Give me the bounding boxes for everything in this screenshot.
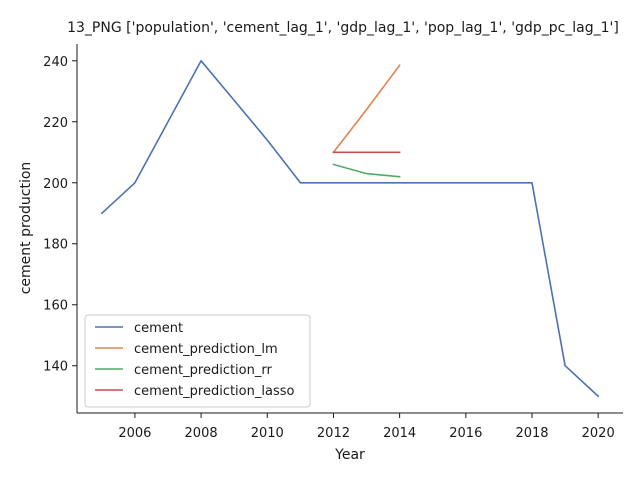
y-tick-label: 140 xyxy=(43,360,68,375)
legend-label-cement: cement xyxy=(134,321,183,336)
series-line-cement xyxy=(100,59,600,398)
y-tick-label: 200 xyxy=(43,177,68,192)
legend: cement cement_prediction_lm cement_predict… xyxy=(84,314,311,408)
legend-label-cement-prediction-lasso: cement_prediction_lasso xyxy=(134,384,294,399)
x-tick-label: 2020 xyxy=(582,426,615,441)
x-tick-label: 2012 xyxy=(317,426,350,441)
legend-label-cement-prediction-lm: cement_prediction_lm xyxy=(134,342,278,357)
x-tick-label: 2018 xyxy=(515,426,548,441)
y-axis-label: cement production xyxy=(18,162,34,295)
y-ticks: 140 160 180 200 220 240 xyxy=(43,55,77,375)
series-line-cement-prediction-rr xyxy=(332,163,401,178)
legend-box xyxy=(84,314,311,408)
x-ticks: 2006 2008 2010 2012 2014 2016 2018 2020 xyxy=(118,413,615,441)
chart-title: 13_PNG ['population', 'cement_lag_1', 'g… xyxy=(67,20,619,36)
y-tick-label: 220 xyxy=(43,116,68,131)
series-line-cement-prediction-lm xyxy=(332,64,401,154)
x-tick-label: 2010 xyxy=(251,426,284,441)
x-tick-label: 2006 xyxy=(118,426,151,441)
series-group xyxy=(100,59,600,398)
x-tick-label: 2008 xyxy=(185,426,218,441)
x-tick-label: 2016 xyxy=(449,426,482,441)
x-axis-label: Year xyxy=(334,447,365,463)
legend-label-cement-prediction-rr: cement_prediction_rr xyxy=(134,363,272,378)
x-tick-label: 2014 xyxy=(383,426,416,441)
y-tick-label: 240 xyxy=(43,55,68,70)
y-tick-label: 180 xyxy=(43,238,68,253)
y-tick-label: 160 xyxy=(43,299,68,314)
